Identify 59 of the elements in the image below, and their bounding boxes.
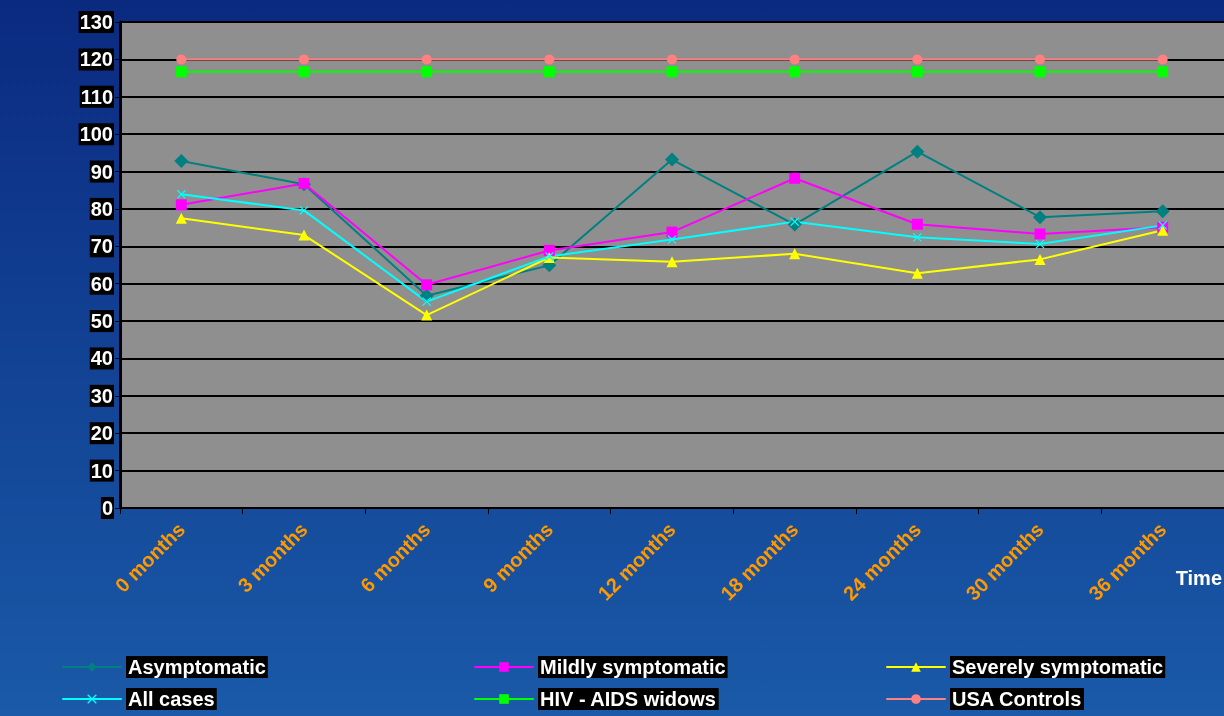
point — [667, 54, 677, 65]
point — [175, 66, 187, 78]
point — [298, 229, 310, 241]
point — [667, 235, 677, 245]
point — [1034, 228, 1046, 240]
point — [421, 309, 433, 321]
y-tick-label: 90 — [90, 160, 113, 183]
y-tick-label: 60 — [90, 272, 113, 295]
x-axis-title: Time — [1175, 567, 1223, 589]
point — [421, 66, 433, 78]
point — [421, 54, 432, 65]
point — [1155, 204, 1170, 219]
point — [789, 248, 801, 260]
y-tick-label: 100 — [79, 123, 113, 146]
y-tick-label: 50 — [90, 310, 113, 333]
point — [421, 279, 433, 291]
legend-label: HIV - AIDS widows — [540, 688, 716, 710]
y-tick-label: 40 — [90, 347, 113, 370]
y-tick-label: 70 — [90, 235, 113, 258]
point — [665, 152, 679, 167]
y-tick-label: 80 — [90, 197, 113, 220]
point — [175, 199, 187, 211]
y-tick-label: 0 — [101, 497, 113, 519]
point — [1034, 66, 1046, 78]
point — [1033, 210, 1047, 225]
legend-label: Severely symptomatic — [952, 656, 1164, 678]
point — [543, 66, 555, 78]
legend-label: Asymptomatic — [128, 656, 266, 678]
point — [789, 54, 800, 65]
point — [666, 256, 678, 268]
point — [298, 66, 310, 78]
y-tick-label: 120 — [79, 48, 113, 71]
point — [299, 54, 309, 65]
legend-label: All cases — [128, 688, 215, 710]
point — [911, 267, 923, 279]
point — [910, 144, 925, 159]
point — [789, 66, 801, 78]
point — [174, 154, 189, 169]
point — [176, 54, 187, 65]
point — [911, 218, 923, 230]
point — [1157, 66, 1169, 78]
point — [1157, 54, 1168, 65]
point — [666, 226, 678, 238]
point — [789, 172, 801, 184]
y-tick-label: 110 — [80, 85, 113, 108]
point — [299, 205, 309, 215]
legend-label: USA Controls — [952, 688, 1082, 710]
point — [911, 66, 923, 78]
y-tick-label: 20 — [90, 422, 113, 445]
y-tick-label: 10 — [90, 459, 113, 482]
point — [912, 54, 923, 65]
y-tick-label: 30 — [90, 384, 113, 407]
y-tick-label: 130 — [79, 11, 113, 33]
point — [175, 212, 187, 224]
point — [1034, 253, 1046, 265]
point — [1035, 54, 1045, 65]
point — [544, 54, 555, 65]
legend-label: Mildly symptomatic — [540, 656, 726, 678]
point — [666, 66, 678, 78]
